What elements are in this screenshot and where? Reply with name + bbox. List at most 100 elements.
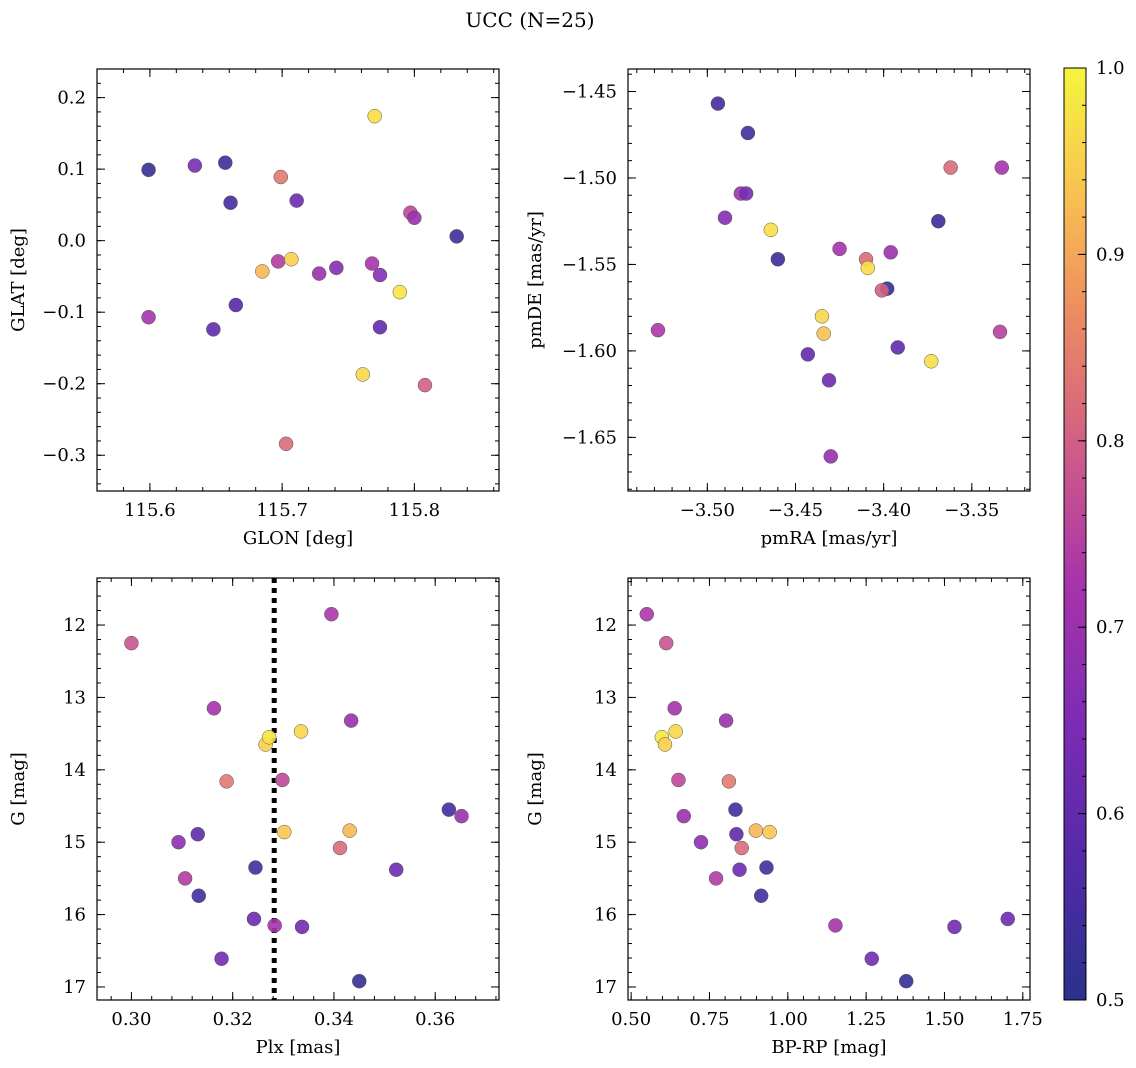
x-tick-label: 115.8 xyxy=(389,500,441,521)
scatter-point xyxy=(372,319,388,335)
panels: 115.6 115.7 115.8 0.2 0.1 0.0 −0.1 −0.2 −0.3 GLON… xyxy=(8,68,1043,1058)
scatter-point xyxy=(931,213,946,229)
y-tick-label: 15 xyxy=(594,832,617,853)
x-tick-label: −3.45 xyxy=(768,500,823,521)
scatter-point xyxy=(355,367,371,382)
axis-ticks xyxy=(97,578,499,1000)
scatter-point xyxy=(759,860,774,875)
x-tick-label: 0.75 xyxy=(689,1009,729,1030)
scatter-point xyxy=(762,824,777,840)
scatter-point xyxy=(650,322,666,338)
scatter-point xyxy=(124,635,139,651)
x-tick-label: −3.40 xyxy=(856,500,911,521)
y-tick-label: 12 xyxy=(63,615,86,636)
scatter-point xyxy=(671,772,686,788)
scatter-point xyxy=(992,324,1008,340)
y-tick-label: 0.1 xyxy=(57,159,86,180)
y-tick-label: −1.45 xyxy=(562,81,617,102)
scatter-point xyxy=(407,210,422,226)
scatter-point xyxy=(874,283,890,298)
scatter-point xyxy=(734,840,749,856)
x-axis-label: BP-RP [mag] xyxy=(771,1037,886,1058)
axis-ticks xyxy=(628,69,1030,491)
y-axis-label: G [mag] xyxy=(525,752,546,825)
scatter-point xyxy=(141,162,156,178)
scatter-point xyxy=(860,260,876,276)
scatter-point xyxy=(372,267,388,283)
y-tick-label: 17 xyxy=(594,977,617,998)
y-axis-label: GLAT [deg] xyxy=(8,228,29,332)
scatter-point xyxy=(770,251,786,267)
scatter-point xyxy=(294,919,310,935)
x-axis-label: Plx [mas] xyxy=(256,1037,341,1058)
scatter-point xyxy=(693,834,709,850)
axes-frame xyxy=(96,577,500,1001)
scatter-point xyxy=(728,802,743,817)
scatter-point xyxy=(639,606,655,622)
scatter-point xyxy=(814,309,830,324)
y-tick-label: −0.3 xyxy=(42,445,86,466)
colorbar-tick-label: 0.9 xyxy=(1096,244,1125,265)
scatter-points xyxy=(639,606,1016,989)
scatter-point xyxy=(284,252,299,267)
scatter-point xyxy=(947,919,962,935)
scatter-point xyxy=(883,245,898,260)
scatter-point xyxy=(171,834,186,850)
y-tick-label: 13 xyxy=(594,687,617,708)
scatter-point xyxy=(219,774,234,789)
scatter-point xyxy=(277,824,292,840)
scatter-point xyxy=(738,186,754,201)
scatter-point xyxy=(392,284,408,300)
scatter-point xyxy=(668,724,683,739)
scatter-point xyxy=(828,918,843,933)
panel-bprp-g: 0.50 0.75 1.00 1.25 1.50 1.75 12 13 14 15 16 17 BP-R… xyxy=(525,577,1043,1058)
x-tick-label: 1.00 xyxy=(768,1009,808,1030)
scatter-point xyxy=(311,266,327,281)
scatter-point xyxy=(228,297,244,313)
scatter-point xyxy=(246,911,262,927)
scatter-point xyxy=(332,840,348,856)
scatter-point xyxy=(141,309,156,325)
panel-glon-glat: 115.6 115.7 115.8 0.2 0.1 0.0 −0.1 −0.2 −0.3 GLON… xyxy=(8,68,500,549)
scatter-point xyxy=(864,951,880,966)
scatter-point xyxy=(658,635,674,651)
scatter-point xyxy=(367,108,382,124)
scatter-point xyxy=(206,701,222,716)
colorbar-tick-label: 0.5 xyxy=(1096,990,1125,1011)
scatter-points xyxy=(141,108,464,452)
y-tick-label: 16 xyxy=(63,905,86,926)
scatter-point xyxy=(1000,911,1016,927)
y-tick-label: −0.2 xyxy=(42,374,86,395)
x-tick-label: 1.75 xyxy=(1003,1009,1043,1030)
scatter-point xyxy=(740,125,756,141)
colorbar: 0.5 0.6 0.7 0.8 0.9 1.0 xyxy=(1063,58,1125,1011)
scatter-point xyxy=(816,326,831,341)
scatter-point xyxy=(248,860,263,875)
scatter-point xyxy=(721,774,737,789)
scatter-point xyxy=(218,155,233,170)
y-axis-label: pmDE [mas/yr] xyxy=(525,211,546,349)
y-tick-label: 13 xyxy=(63,687,86,708)
x-axis-label: pmRA [mas/yr] xyxy=(761,528,898,549)
y-tick-label: −0.1 xyxy=(42,302,86,323)
scatter-point xyxy=(187,158,203,173)
scatter-point xyxy=(190,826,206,842)
figure-title: UCC (N=25) xyxy=(465,8,594,32)
axes-frame xyxy=(627,68,1031,492)
scatter-point xyxy=(343,713,359,728)
x-tick-label: 0.50 xyxy=(611,1009,651,1030)
x-tick-label: 0.36 xyxy=(415,1009,455,1030)
scatter-point xyxy=(255,264,270,279)
x-tick-label: 115.6 xyxy=(124,500,176,521)
scatter-point xyxy=(191,888,207,904)
y-tick-label: 14 xyxy=(594,760,617,781)
scatter-point xyxy=(708,871,724,886)
scatter-point xyxy=(832,241,847,257)
scatter-points xyxy=(650,96,1010,464)
colorbar-tick-label: 0.8 xyxy=(1096,431,1125,452)
x-tick-label: 115.7 xyxy=(256,500,308,521)
scatter-point xyxy=(657,737,673,752)
scatter-point xyxy=(676,808,692,824)
scatter-point xyxy=(718,713,734,728)
scatter-point xyxy=(729,826,744,842)
